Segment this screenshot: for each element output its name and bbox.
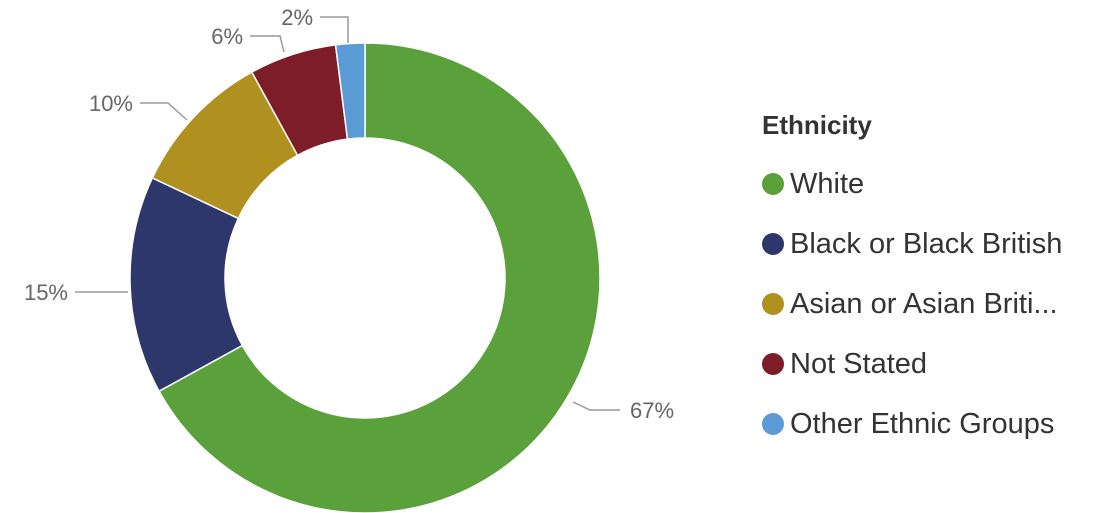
legend-item-not-stated[interactable]: Not Stated xyxy=(762,334,1062,394)
data-label-white: 67% xyxy=(630,398,674,423)
legend-title: Ethnicity xyxy=(762,110,872,140)
data-labels: 67% 15% 10% 6% 2% xyxy=(24,5,674,423)
legend-label: Not Stated xyxy=(790,347,928,380)
legend-swatch xyxy=(762,413,784,435)
legend-swatch xyxy=(762,173,784,195)
data-label-black-or-black-british: 15% xyxy=(24,280,68,305)
legend-swatch xyxy=(762,293,784,315)
legend-item-white[interactable]: White xyxy=(762,154,1062,214)
legend-label: Black or Black British xyxy=(790,227,1063,260)
legend-label: Other Ethnic Groups xyxy=(790,407,1055,440)
leader-line-not-stated xyxy=(250,35,285,53)
legend-swatch xyxy=(762,233,784,255)
slice-other-ethnic-groups[interactable] xyxy=(334,42,366,140)
donut-chart: 67% 15% 10% 6% 2% xyxy=(24,5,674,513)
legend: Ethnicity White Black or Black British Asi… xyxy=(762,108,1062,454)
legend-item-black-or-black-british[interactable]: Black or Black British xyxy=(762,214,1062,274)
legend-label: Asian or Asian Briti... xyxy=(790,287,1058,320)
legend-label: White xyxy=(790,167,865,200)
leader-lines xyxy=(75,16,620,411)
donut-slices xyxy=(129,42,601,513)
data-label-asian-or-asian-briti: 10% xyxy=(89,91,133,116)
data-label-other-ethnic-groups: 2% xyxy=(281,5,313,30)
data-label-not-stated: 6% xyxy=(211,24,243,49)
leader-line-other-ethnic-groups xyxy=(320,16,349,43)
leader-line-white xyxy=(572,401,620,411)
legend-item-asian-or-asian-briti[interactable]: Asian or Asian Briti... xyxy=(762,274,1062,334)
legend-items: White Black or Black British Asian or Asia… xyxy=(762,154,1062,454)
leader-line-asian-or-asian-briti xyxy=(140,102,188,121)
slice-white[interactable] xyxy=(158,42,601,513)
legend-item-other-ethnic-groups[interactable]: Other Ethnic Groups xyxy=(762,394,1062,454)
legend-swatch xyxy=(762,353,784,375)
